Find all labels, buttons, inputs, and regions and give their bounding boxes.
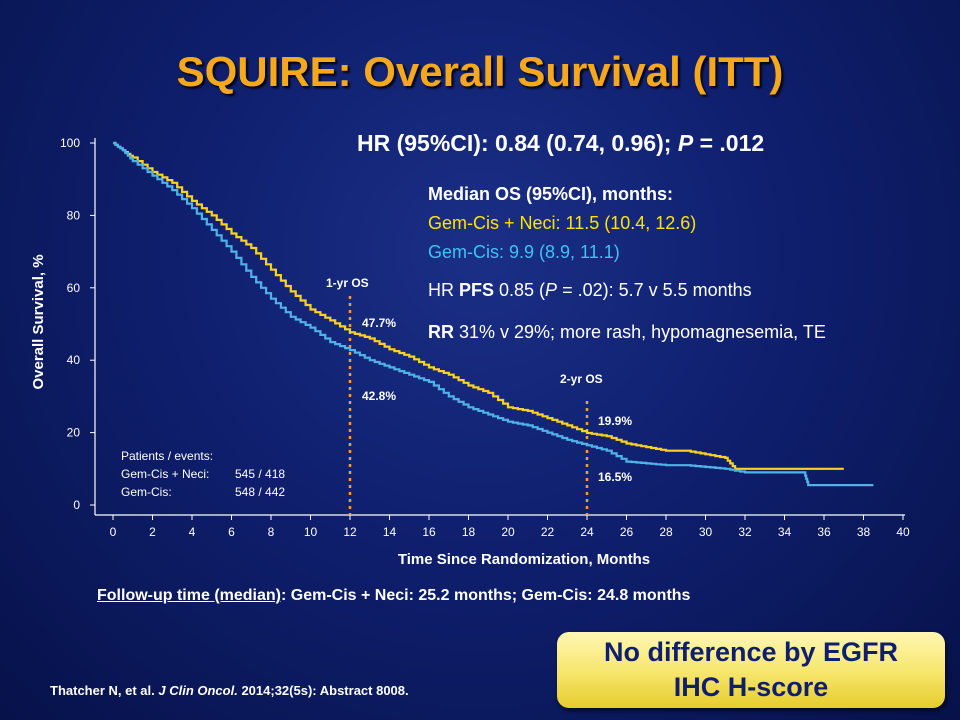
followup-values: : Gem-Cis + Neci: 25.2 months; Gem-Cis: … <box>281 587 691 604</box>
one-yr-label: 1-yr OS <box>326 276 369 290</box>
median-os-gemcis: Gem-Cis: 9.9 (8.9, 11.1) <box>428 242 620 262</box>
median-os-block: Median OS (95%CI), months: Gem-Cis + Nec… <box>428 180 696 267</box>
citation-details: 2014;32(5s): Abstract 8008. <box>237 683 409 698</box>
x-tick-label: 20 <box>501 525 515 539</box>
patients-row2-name: Gem-Cis: <box>121 485 172 499</box>
x-tick-label: 34 <box>778 525 792 539</box>
x-tick-label: 36 <box>817 525 831 539</box>
y-axis-title: Overall Survival, % <box>30 254 47 389</box>
x-tick-label: 28 <box>659 525 673 539</box>
citation-authors: Thatcher N, et al. <box>50 683 159 698</box>
x-tick-label: 30 <box>699 525 713 539</box>
rr-part-a: RR <box>428 322 454 342</box>
survival-chart: 0 2 4 6 8 10 12 14 16 18 20 22 24 26 28 30 32 34 36 38 40020… <box>30 136 910 568</box>
x-tick-label: 24 <box>580 525 594 539</box>
followup-label: Follow-up time (median) <box>97 587 281 604</box>
chart-axes <box>94 138 905 516</box>
median-os-neci: Gem-Cis + Neci: 11.5 (10.4, 12.6) <box>428 213 697 233</box>
y-tick-label: 100 <box>60 136 80 150</box>
y-tick-label: 20 <box>67 426 81 440</box>
x-tick-label: 0 <box>110 525 117 539</box>
x-tick-label: 26 <box>620 525 634 539</box>
hazard-ratio-text: HR (95%CI): 0.84 (0.74, 0.96); P = .012 <box>357 130 764 157</box>
hr-prefix: HR (95%CI): 0.84 (0.74, 0.96); <box>357 130 678 156</box>
two-yr-label: 2-yr OS <box>560 372 603 386</box>
citation-text: Thatcher N, et al. J Clin Oncol. 2014;32… <box>50 683 409 698</box>
x-tick-label: 12 <box>343 525 357 539</box>
patients-box: Patients / events: Gem-Cis + Neci: 545 /… <box>121 449 285 499</box>
y-tick-label: 80 <box>67 208 81 222</box>
citation-journal: J Clin Oncol. <box>158 683 238 698</box>
y-tick-label: 60 <box>67 281 81 295</box>
two-yr-neci-value: 19.9% <box>598 414 632 428</box>
followup-text: Follow-up time (median): Gem-Cis + Neci:… <box>97 587 690 605</box>
pfs-part-c: 0.85 ( <box>494 280 546 300</box>
x-tick-label: 2 <box>149 525 156 539</box>
patients-header: Patients / events: <box>121 449 213 463</box>
two-yr-gemcis-value: 16.5% <box>598 470 632 484</box>
patients-row1-value: 545 / 418 <box>235 467 285 481</box>
hr-suffix: = .012 <box>693 130 765 156</box>
one-yr-gemcis-value: 42.8% <box>362 389 396 403</box>
pfs-text: HR PFS 0.85 (P = .02): 5.7 v 5.5 months <box>428 280 752 301</box>
one-yr-neci-value: 47.7% <box>362 316 396 330</box>
pfs-part-e: = .02): 5.7 v 5.5 months <box>557 280 752 300</box>
x-tick-label: 18 <box>462 525 476 539</box>
rr-part-b: 31% v 29%; more rash, hypomagnesemia, TE <box>454 322 826 342</box>
callout-line-2: IHC H-score <box>673 672 829 702</box>
egfr-callout-box: No difference by EGFR IHC H-score <box>557 632 945 708</box>
x-tick-label: 6 <box>228 525 235 539</box>
pfs-part-d: P <box>545 280 558 300</box>
patients-row1-name: Gem-Cis + Neci: <box>121 467 209 481</box>
hr-p-symbol: P <box>677 130 694 156</box>
y-tick-label: 40 <box>67 353 81 367</box>
x-tick-label: 10 <box>304 525 318 539</box>
x-axis-title: Time Since Randomization, Months <box>398 551 650 568</box>
x-tick-label: 38 <box>857 525 871 539</box>
x-tick-label: 40 <box>896 525 910 539</box>
series-line-gem-cis-neci <box>113 141 844 470</box>
x-tick-label: 4 <box>189 525 196 539</box>
x-tick-label: 32 <box>738 525 752 539</box>
slide-title: SQUIRE: Overall Survival (ITT) <box>176 48 784 95</box>
pfs-part-a: HR <box>428 280 459 300</box>
pfs-part-b: PFS <box>459 280 495 300</box>
series-line-gem-cis <box>113 141 874 487</box>
x-tick-label: 22 <box>541 525 555 539</box>
tick-group: 0 2 4 6 8 10 12 14 16 18 20 22 24 26 28 30 32 34 36 38 40020… <box>60 136 910 539</box>
rr-text: RR 31% v 29%; more rash, hypomagnesemia,… <box>428 322 826 343</box>
callout-line-1: No difference by EGFR <box>603 637 899 667</box>
median-os-header: Median OS (95%CI), months: <box>428 184 674 204</box>
x-tick-label: 16 <box>422 525 436 539</box>
survival-curves <box>113 141 874 487</box>
x-tick-label: 14 <box>383 525 397 539</box>
x-tick-label: 8 <box>268 525 275 539</box>
y-tick-label: 0 <box>73 498 80 512</box>
patients-row2-value: 548 / 442 <box>235 485 285 499</box>
